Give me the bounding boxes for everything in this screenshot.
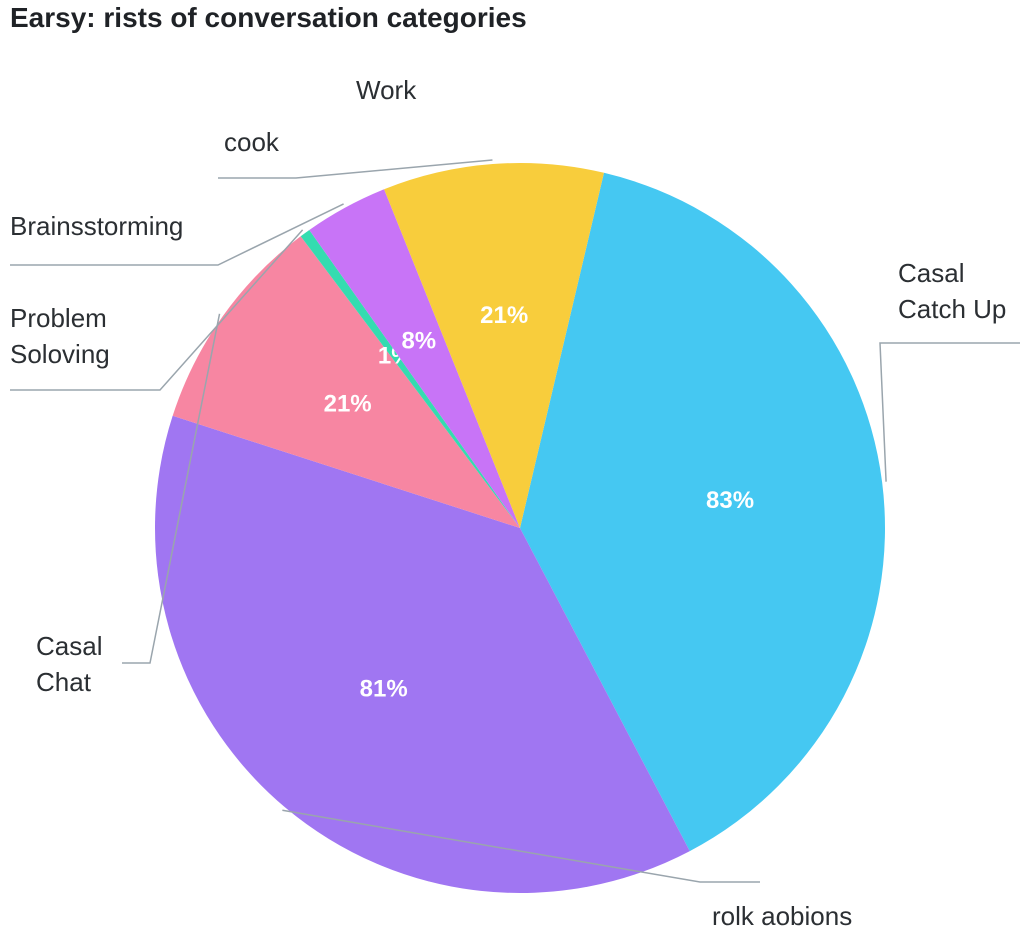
value-label: 83% [706, 487, 754, 514]
category-label: Problem Soloving [10, 303, 110, 369]
pie-slice [172, 236, 520, 528]
value-label: 21% [324, 390, 372, 417]
pie-slice [384, 163, 604, 528]
category-label: Casal Catch Up [898, 258, 1007, 324]
category-label: Work [356, 75, 417, 105]
leader-line [282, 809, 760, 883]
category-label: cook [224, 127, 279, 157]
chart-title: Earsy: rists of conversation categories [10, 2, 527, 33]
pie-slice [520, 172, 886, 852]
leader-line [879, 342, 1020, 482]
category-label: Casal Chat [36, 631, 103, 697]
category-label: rolk aobions [712, 901, 853, 931]
value-label: 81% [360, 675, 408, 702]
leader-line [218, 159, 493, 179]
pie-slice [300, 229, 520, 529]
leader-line [10, 229, 304, 391]
pie-slice [154, 415, 690, 894]
leader-line [122, 313, 221, 664]
category-label: Brainsstorming [10, 211, 184, 241]
value-label: 21% [480, 302, 528, 329]
leader-line [10, 203, 344, 266]
pie-slice [309, 189, 520, 529]
value-label: 8% [401, 327, 436, 354]
